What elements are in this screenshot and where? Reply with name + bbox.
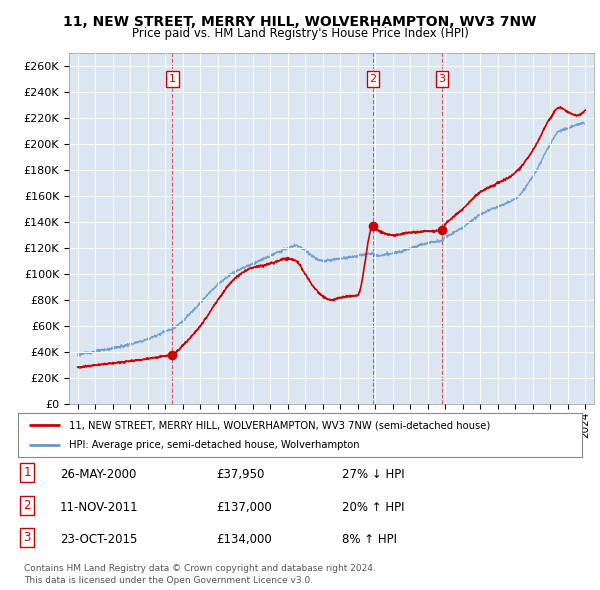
Text: 27% ↓ HPI: 27% ↓ HPI [342,468,404,481]
Text: 1: 1 [169,74,176,84]
Text: £37,950: £37,950 [216,468,265,481]
Text: 20% ↑ HPI: 20% ↑ HPI [342,501,404,514]
Text: HPI: Average price, semi-detached house, Wolverhampton: HPI: Average price, semi-detached house,… [69,440,359,450]
Text: This data is licensed under the Open Government Licence v3.0.: This data is licensed under the Open Gov… [24,576,313,585]
Text: Contains HM Land Registry data © Crown copyright and database right 2024.: Contains HM Land Registry data © Crown c… [24,565,376,573]
Text: 2: 2 [23,499,31,512]
Text: £134,000: £134,000 [216,533,272,546]
Text: 3: 3 [23,531,31,544]
Text: 3: 3 [439,74,445,84]
Text: 11, NEW STREET, MERRY HILL, WOLVERHAMPTON, WV3 7NW: 11, NEW STREET, MERRY HILL, WOLVERHAMPTO… [64,15,536,29]
Text: 1: 1 [23,466,31,479]
Text: 2: 2 [370,74,377,84]
Text: 11, NEW STREET, MERRY HILL, WOLVERHAMPTON, WV3 7NW (semi-detached house): 11, NEW STREET, MERRY HILL, WOLVERHAMPTO… [69,421,490,430]
Text: 11-NOV-2011: 11-NOV-2011 [60,501,139,514]
Text: £137,000: £137,000 [216,501,272,514]
Text: Price paid vs. HM Land Registry's House Price Index (HPI): Price paid vs. HM Land Registry's House … [131,27,469,40]
Text: 8% ↑ HPI: 8% ↑ HPI [342,533,397,546]
Text: 26-MAY-2000: 26-MAY-2000 [60,468,136,481]
Text: 23-OCT-2015: 23-OCT-2015 [60,533,137,546]
